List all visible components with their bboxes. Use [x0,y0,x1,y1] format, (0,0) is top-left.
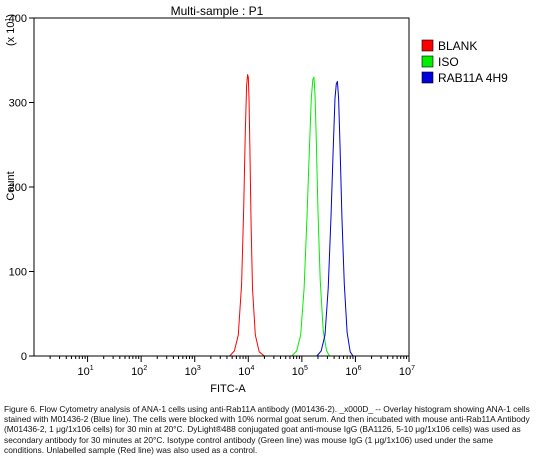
x-tick-label: 105 [292,365,308,378]
y-tick-label: 300 [9,98,27,110]
chart-title: Multi-sample : P1 [171,4,264,18]
x-tick-label: 107 [399,365,415,378]
legend-label: ISO [438,55,459,69]
x-tick-label: 102 [131,365,147,378]
x-tick-label: 104 [238,365,254,378]
series-line-blank [229,74,265,357]
y-axis-label: Count [5,171,17,200]
y-tick-label: 100 [9,267,27,279]
series-line-iso [291,76,331,357]
legend-label: BLANK [438,39,477,53]
legend-label: RAB11A 4H9 [438,71,508,85]
x-tick-label: 101 [77,365,93,378]
figure-caption: Figure 6. Flow Cytometry analysis of ANA… [4,404,530,455]
y-tick-label: 400 [9,13,27,25]
legend-swatch [421,55,434,68]
x-tick-label: 103 [185,365,201,378]
x-tick-label: 106 [345,365,361,378]
y-axis-multiplier: (x 101) [5,14,17,46]
flow-cytometry-histogram: Multi-sample : P1 (x 101) Count FITC-A 0… [5,4,508,395]
plot-frame [33,17,410,357]
series-line-rab11a-4h9 [316,80,354,357]
legend-swatch [421,39,434,52]
x-axis-label: FITC-A [210,383,246,395]
legend-swatch [421,71,434,84]
y-tick-label: 0 [21,351,27,363]
y-tick-label: 200 [9,182,27,194]
